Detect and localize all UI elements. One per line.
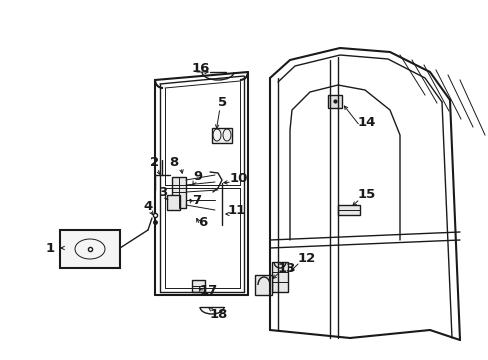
Polygon shape <box>167 195 180 210</box>
Text: 13: 13 <box>278 261 296 274</box>
Polygon shape <box>337 205 359 215</box>
Polygon shape <box>254 275 271 295</box>
Polygon shape <box>327 95 341 108</box>
Text: 1: 1 <box>46 242 55 255</box>
Text: 5: 5 <box>218 96 226 109</box>
Polygon shape <box>271 262 287 292</box>
Text: 8: 8 <box>169 156 179 168</box>
Polygon shape <box>212 128 231 143</box>
Polygon shape <box>172 177 185 208</box>
Polygon shape <box>192 280 204 292</box>
Text: 17: 17 <box>200 284 218 297</box>
Text: 15: 15 <box>357 189 375 202</box>
Text: 10: 10 <box>229 171 248 184</box>
Text: 18: 18 <box>209 309 228 321</box>
Text: 16: 16 <box>192 62 210 75</box>
Text: 4: 4 <box>143 199 152 212</box>
Text: 3: 3 <box>158 185 167 198</box>
Text: 14: 14 <box>357 116 376 129</box>
Text: 9: 9 <box>193 171 202 184</box>
Text: 11: 11 <box>227 203 246 216</box>
Text: 7: 7 <box>192 194 201 207</box>
Text: 2: 2 <box>150 157 159 170</box>
Text: 12: 12 <box>297 252 316 265</box>
Text: 6: 6 <box>198 216 207 229</box>
Polygon shape <box>60 230 120 268</box>
